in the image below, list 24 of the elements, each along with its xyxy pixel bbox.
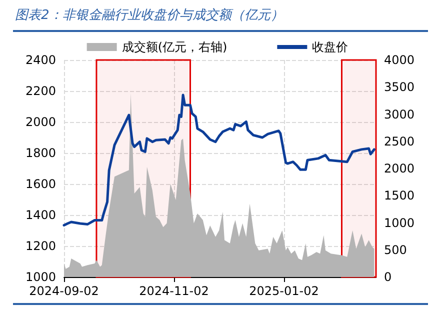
legend-label: 收盘价 xyxy=(312,40,348,54)
chart-title: 图表2：非银金融行业收盘价与成交额（亿元） xyxy=(15,7,284,23)
y-tick-label: 1000 xyxy=(25,270,56,284)
y-tick-label: 2200 xyxy=(25,84,56,98)
y-tick-label: 1600 xyxy=(25,177,56,191)
y2-tick-label: 2500 xyxy=(384,134,415,148)
y2-tick-label: 0 xyxy=(384,270,392,284)
y2-tick-label: 2000 xyxy=(384,162,415,176)
line-series xyxy=(62,94,376,226)
y2-tick-label: 1500 xyxy=(384,188,415,203)
y2-tick-label: 1000 xyxy=(384,216,415,230)
y-tick-label: 1400 xyxy=(25,208,56,222)
x-tick-label: 2025-01-02 xyxy=(249,284,319,298)
y2-tick-label: 3000 xyxy=(384,107,415,122)
x-tick-label: 2024-11-02 xyxy=(139,284,209,298)
y2-tick-label: 3500 xyxy=(384,80,415,94)
y-tick-label: 2400 xyxy=(25,53,56,67)
y2-tick-label: 500 xyxy=(384,242,407,257)
y-tick-label: 1800 xyxy=(25,146,56,160)
legend-label: 成交额(亿元，右轴) xyxy=(122,40,228,54)
y2-tick-label: 4000 xyxy=(384,53,415,67)
x-tick-label: 2024-09-02 xyxy=(29,284,99,298)
y-tick-label: 1200 xyxy=(25,239,56,253)
y-tick-label: 2000 xyxy=(25,115,56,129)
